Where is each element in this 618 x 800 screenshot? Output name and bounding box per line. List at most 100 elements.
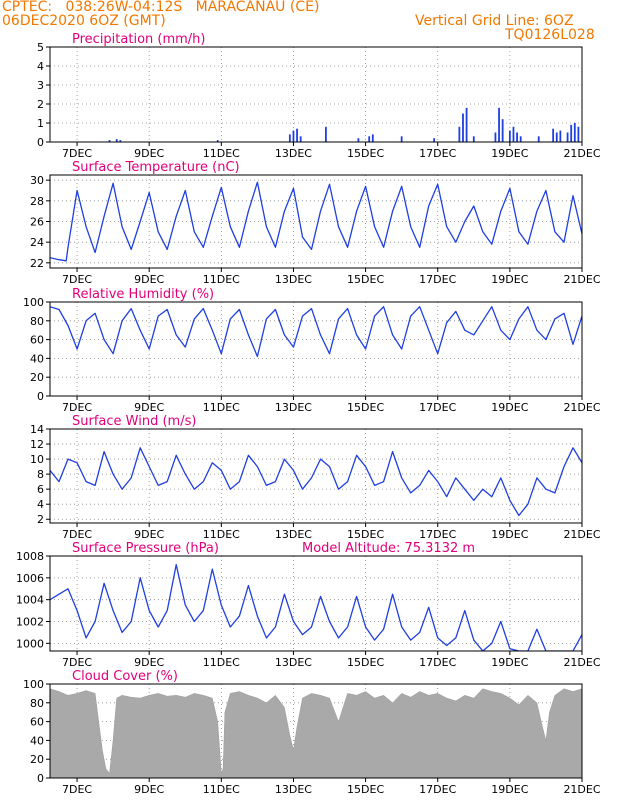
x-tick-label: 9DEC: [134, 401, 164, 414]
y-tick-label: 2: [37, 98, 44, 111]
x-tick-label: 17DEC: [419, 528, 456, 541]
header-date: 06DEC2020 6OZ (GMT): [2, 13, 166, 29]
x-tick-label: 21DEC: [563, 401, 600, 414]
precip-bar: [216, 140, 219, 142]
x-tick-label: 7DEC: [62, 528, 92, 541]
precip-bar: [299, 136, 302, 142]
x-tick-label: 9DEC: [134, 783, 164, 796]
x-tick-label: 21DEC: [563, 656, 600, 669]
x-tick-label: 11DEC: [203, 273, 240, 286]
x-tick-label: 21DEC: [563, 147, 600, 160]
x-tick-label: 7DEC: [62, 656, 92, 669]
y-tick-label: 1006: [16, 572, 44, 585]
x-tick-label: 13DEC: [275, 401, 312, 414]
panel-frame: [49, 428, 583, 524]
precip-bar: [555, 132, 558, 142]
precip-bar: [115, 139, 118, 142]
precip-bar: [519, 136, 522, 142]
x-tick-label: 17DEC: [419, 273, 456, 286]
panel-frame: [49, 683, 583, 779]
panel-frame: [49, 46, 583, 143]
precip-bar: [508, 130, 511, 142]
x-tick-label: 11DEC: [203, 147, 240, 160]
series-line: [50, 447, 582, 517]
y-tick-label: 3: [37, 79, 44, 92]
y-tick-label: 1004: [16, 594, 44, 607]
y-tick-label: 40: [30, 734, 44, 747]
precip-bar: [108, 140, 111, 142]
y-tick-label: 22: [30, 257, 44, 270]
y-tick-label: 1008: [16, 550, 44, 563]
precip-bar: [458, 126, 461, 142]
y-tick-label: 0: [37, 772, 44, 785]
series-line: [50, 306, 582, 358]
precip-bar: [325, 126, 327, 142]
precip-bar: [400, 136, 403, 142]
y-tick-label: 12: [30, 438, 44, 451]
x-tick-label: 9DEC: [134, 528, 164, 541]
x-tick-label: 19DEC: [491, 528, 528, 541]
precip-bar: [433, 138, 436, 142]
precip-bar: [512, 126, 515, 142]
y-tick-label: 20: [30, 371, 44, 384]
x-tick-label: 7DEC: [62, 273, 92, 286]
y-tick-label: 26: [30, 216, 44, 229]
y-tick-label: 1000: [16, 637, 44, 650]
y-tick-label: 10: [30, 453, 44, 466]
panel-title: Surface Temperature (nC): [72, 160, 240, 175]
x-tick-label: 11DEC: [203, 783, 240, 796]
y-tick-label: 1002: [16, 616, 44, 629]
y-tick-label: 80: [30, 315, 44, 328]
x-tick-label: 15DEC: [347, 401, 384, 414]
y-tick-label: 4: [37, 60, 44, 73]
y-tick-label: 14: [30, 423, 44, 436]
precip-bar: [465, 107, 468, 142]
precip-bar: [501, 119, 504, 142]
x-tick-label: 15DEC: [347, 656, 384, 669]
precip-bar: [292, 130, 295, 142]
precip-bar: [288, 134, 291, 142]
x-tick-label: 21DEC: [563, 528, 600, 541]
y-tick-label: 2: [37, 513, 44, 526]
panel-title: Precipitation (mm/h): [72, 32, 205, 47]
header-station: CPTEC: 038:26W-04:12S MARACANAU (CE): [2, 0, 320, 15]
panel-annotation: Model Altitude: 75.3132 m: [302, 541, 475, 556]
x-tick-label: 9DEC: [134, 273, 164, 286]
x-tick-label: 17DEC: [419, 147, 456, 160]
precip-bar: [537, 136, 540, 142]
precip-bar: [371, 134, 374, 142]
precip-bar: [559, 130, 562, 142]
x-tick-label: 21DEC: [563, 783, 600, 796]
panel-frame: [49, 301, 583, 397]
x-tick-label: 19DEC: [491, 273, 528, 286]
x-tick-label: 19DEC: [491, 147, 528, 160]
precip-bar: [566, 132, 569, 142]
x-tick-label: 13DEC: [275, 528, 312, 541]
precip-bar: [552, 128, 555, 142]
y-tick-label: 28: [30, 195, 44, 208]
x-tick-label: 17DEC: [419, 656, 456, 669]
y-tick-label: 6: [37, 483, 44, 496]
panel-title: Cloud Cover (%): [72, 669, 178, 684]
precip-bar: [472, 136, 475, 142]
x-tick-label: 7DEC: [62, 147, 92, 160]
y-tick-label: 0: [37, 390, 44, 403]
precip-bar: [368, 136, 371, 142]
y-tick-label: 5: [37, 41, 44, 54]
panel-title: Surface Wind (m/s): [72, 414, 196, 429]
precip-bar: [516, 132, 518, 142]
panel-title: Relative Humidity (%): [72, 287, 214, 302]
y-tick-label: 80: [30, 697, 44, 710]
x-tick-label: 7DEC: [62, 783, 92, 796]
x-tick-label: 11DEC: [203, 656, 240, 669]
series-line: [50, 181, 582, 262]
x-tick-label: 15DEC: [347, 147, 384, 160]
y-tick-label: 60: [30, 334, 44, 347]
x-tick-label: 15DEC: [347, 528, 384, 541]
precip-bar: [573, 123, 576, 142]
panel-title: Surface Pressure (hPa): [72, 541, 219, 556]
x-tick-label: 15DEC: [347, 783, 384, 796]
x-tick-label: 11DEC: [203, 401, 240, 414]
x-tick-label: 19DEC: [491, 401, 528, 414]
y-tick-label: 30: [30, 174, 44, 187]
